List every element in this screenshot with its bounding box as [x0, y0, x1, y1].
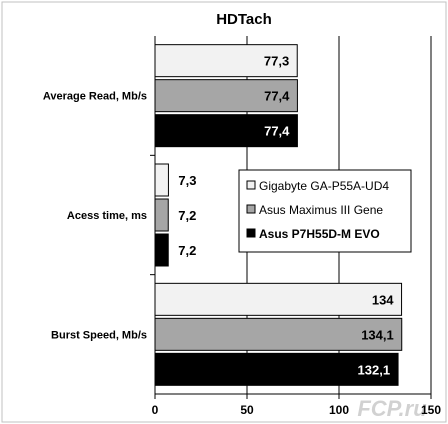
x-tick-label: 50	[240, 403, 254, 417]
chart-title: HDTach	[216, 11, 272, 28]
bar	[154, 163, 169, 197]
bar-value-label: 77,3	[264, 54, 289, 69]
legend-swatch	[246, 204, 256, 214]
bar	[154, 282, 403, 316]
bar-value-label: 77,4	[264, 89, 290, 104]
legend-swatch	[246, 228, 256, 238]
legend-label: Gigabyte GA-P55A-UD4	[259, 179, 389, 193]
bar	[154, 44, 298, 78]
category-label: Burst Speed, Mb/s	[51, 329, 147, 341]
x-tick-label: 150	[421, 403, 441, 417]
bar-value-label: 134	[372, 292, 394, 307]
bar	[154, 352, 399, 386]
x-tick-label: 0	[152, 403, 159, 417]
bar	[154, 114, 298, 148]
bar	[154, 317, 403, 351]
legend-box	[238, 169, 412, 253]
bar-value-label: 7,3	[178, 173, 196, 188]
bar	[154, 233, 169, 267]
legend-swatch	[246, 180, 256, 190]
legend: Gigabyte GA-P55A-UD4 Asus Maximus III Gen…	[238, 169, 412, 253]
bar-value-label: 134,1	[361, 327, 394, 342]
bar-value-label: 77,4	[264, 124, 290, 139]
watermark-logo: FCP.ru	[357, 396, 427, 421]
category-label: Acess time, ms	[67, 210, 147, 222]
x-tick-label: 100	[329, 403, 349, 417]
bar-value-label: 132,1	[358, 362, 391, 377]
bar-value-label: 7,2	[178, 243, 196, 258]
category-labels: Average Read, Mb/s Acess time, ms Burst Sp…	[43, 91, 147, 342]
bar-series: 77,3 77,4 77,4 7,3 7,2 7,2 134 134,1 132,1	[154, 44, 403, 386]
bar-value-label: 7,2	[178, 208, 196, 223]
legend-label: Asus Maximus III Gene	[259, 203, 383, 217]
x-axis: 0 50 100 150	[150, 36, 441, 417]
legend-label: Asus P7H55D-M EVO	[259, 227, 380, 241]
bar	[154, 198, 169, 232]
category-label: Average Read, Mb/s	[43, 91, 147, 103]
